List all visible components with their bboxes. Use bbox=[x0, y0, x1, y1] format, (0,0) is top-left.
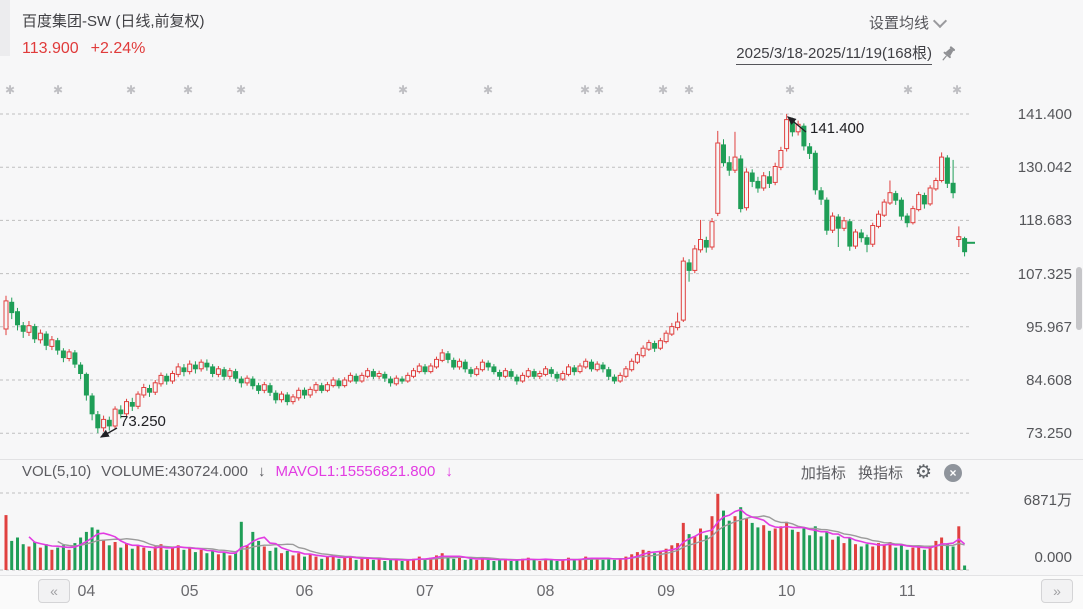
vertical-scrollbar-thumb[interactable] bbox=[1076, 267, 1082, 330]
indicator-tools: 加指标 换指标 ⚙ × bbox=[801, 462, 962, 483]
event-marker-icon[interactable]: ✱ bbox=[4, 83, 16, 97]
switch-indicator-button[interactable]: 换指标 bbox=[857, 465, 903, 482]
panel-divider bbox=[0, 459, 1083, 460]
date-range-link[interactable]: 2025/3/18-2025/11/19(168根) bbox=[736, 42, 932, 65]
event-marker-icon[interactable]: ✱ bbox=[902, 83, 914, 97]
event-marker-icon[interactable]: ✱ bbox=[951, 83, 963, 97]
price-axis-label: 107.325 bbox=[1017, 265, 1072, 283]
window-edge-strip bbox=[0, 0, 10, 56]
event-marker-icon[interactable]: ✱ bbox=[784, 83, 796, 97]
event-marker-icon[interactable]: ✱ bbox=[52, 83, 64, 97]
mavol1-value-label: MAVOL1:15556821.800 bbox=[275, 463, 436, 480]
volume-indicator-header: VOL(5,10) VOLUME:430724.000 ↓ MAVOL1:155… bbox=[22, 463, 453, 480]
event-marker-icon[interactable]: ✱ bbox=[482, 83, 494, 97]
event-marker-icon[interactable]: ✱ bbox=[397, 83, 409, 97]
volume-down-arrow-icon: ↓ bbox=[257, 463, 266, 480]
high-annotation: 141.400 bbox=[810, 120, 865, 137]
price-axis-label: 130.042 bbox=[1017, 159, 1072, 177]
volume-axis-max: 6871万 bbox=[1023, 492, 1072, 509]
event-marker-icon[interactable]: ✱ bbox=[579, 83, 591, 97]
volume-value-label: VOLUME:430724.000 bbox=[101, 463, 248, 480]
date-range-row: 2025/3/18-2025/11/19(168根) bbox=[736, 42, 958, 65]
month-label: 04 bbox=[77, 583, 96, 600]
time-axis-strip: « 04 05 06 07 08 09 10 11 » bbox=[0, 575, 1083, 609]
ma-setting-label: 设置均线 bbox=[868, 15, 929, 32]
pin-icon[interactable] bbox=[938, 44, 958, 64]
month-label: 09 bbox=[657, 583, 675, 600]
change-percent: +2.24% bbox=[90, 40, 146, 57]
price-axis-label: 73.250 bbox=[1026, 425, 1072, 443]
month-label: 10 bbox=[777, 583, 796, 600]
price-axis-label: 95.967 bbox=[1026, 318, 1072, 336]
event-marker-icon[interactable]: ✱ bbox=[235, 83, 247, 97]
scroll-left-button[interactable]: « bbox=[38, 579, 70, 603]
quote-row: 113.900 +2.24% bbox=[22, 40, 145, 58]
event-marker-icon[interactable]: ✱ bbox=[593, 83, 605, 97]
ma-setting-button[interactable]: 设置均线 bbox=[868, 12, 948, 33]
price-axis-label: 84.608 bbox=[1026, 372, 1072, 389]
low-annotation: 73.250 bbox=[120, 413, 166, 430]
price-axis-label: 141.400 bbox=[1017, 106, 1072, 123]
page-title: 百度集团-SW (日线,前复权) bbox=[22, 13, 205, 30]
scroll-right-button[interactable]: » bbox=[1041, 579, 1073, 603]
add-indicator-button[interactable]: 加指标 bbox=[800, 465, 846, 482]
close-icon[interactable]: × bbox=[944, 463, 962, 482]
month-label: 11 bbox=[898, 583, 916, 600]
price-axis-label: 118.683 bbox=[1018, 212, 1072, 230]
month-label: 08 bbox=[536, 583, 555, 600]
event-marker-icon[interactable]: ✱ bbox=[182, 83, 194, 97]
chevron-down-icon bbox=[932, 13, 948, 28]
event-marker-icon[interactable]: ✱ bbox=[683, 83, 695, 97]
gear-icon[interactable]: ⚙ bbox=[914, 462, 932, 483]
volume-axis-zero: 0.000 bbox=[1034, 549, 1072, 566]
month-label: 07 bbox=[416, 583, 434, 600]
last-price: 113.900 bbox=[22, 40, 79, 57]
month-label: 06 bbox=[295, 583, 314, 600]
vol-params-label[interactable]: VOL(5,10) bbox=[22, 463, 92, 480]
event-marker-icon[interactable]: ✱ bbox=[125, 83, 137, 97]
mavol1-down-arrow-icon: ↓ bbox=[445, 463, 453, 480]
event-marker-icon[interactable]: ✱ bbox=[657, 83, 669, 97]
month-label: 05 bbox=[180, 583, 199, 600]
